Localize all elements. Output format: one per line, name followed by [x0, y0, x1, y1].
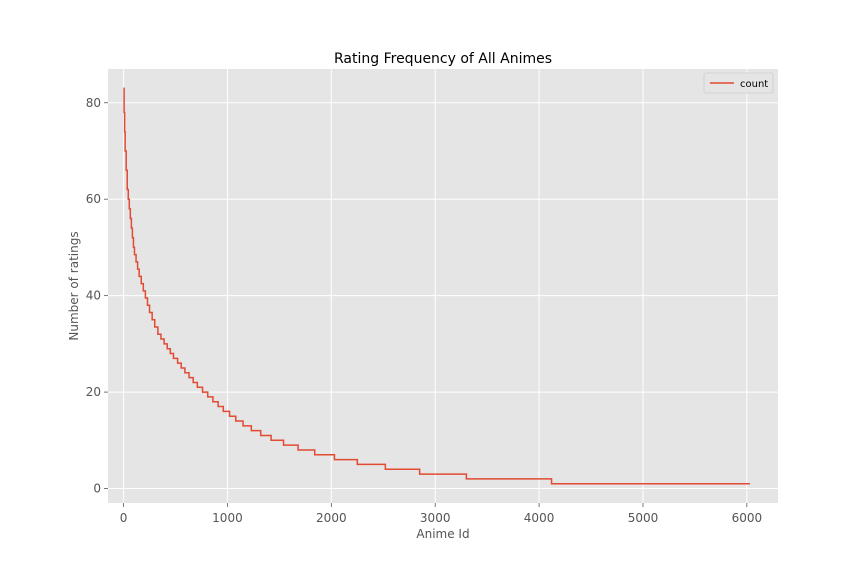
grid-lines	[108, 69, 778, 503]
y-tick-label: 40	[86, 289, 101, 303]
x-tick-label: 2000	[316, 511, 347, 525]
y-tick-label: 20	[86, 385, 101, 399]
y-tick-label: 80	[86, 96, 101, 110]
series-line-count	[123, 87, 750, 485]
x-axis-label: Anime Id	[416, 527, 469, 541]
legend-label-count: count	[740, 79, 768, 90]
x-tick-label: 6000	[732, 511, 763, 525]
x-axis-ticks: 0 1000 2000 3000 4000 5000 6000	[120, 503, 762, 525]
y-tick-label: 60	[86, 192, 101, 206]
series-layer	[123, 87, 750, 485]
y-axis-ticks: 0 20 40 60 80	[86, 96, 108, 496]
x-tick-label: 4000	[524, 511, 555, 525]
plot-background	[108, 69, 778, 503]
legend: count	[703, 72, 774, 94]
x-tick-label: 5000	[628, 511, 659, 525]
chart-title: Rating Frequency of All Animes	[334, 51, 552, 67]
y-axis-label: Number of ratings	[67, 231, 81, 340]
legend-box	[703, 72, 774, 94]
x-tick-label: 1000	[212, 511, 243, 525]
x-tick-label: 0	[120, 511, 128, 525]
x-tick-label: 3000	[420, 511, 451, 525]
y-tick-label: 0	[93, 482, 101, 496]
